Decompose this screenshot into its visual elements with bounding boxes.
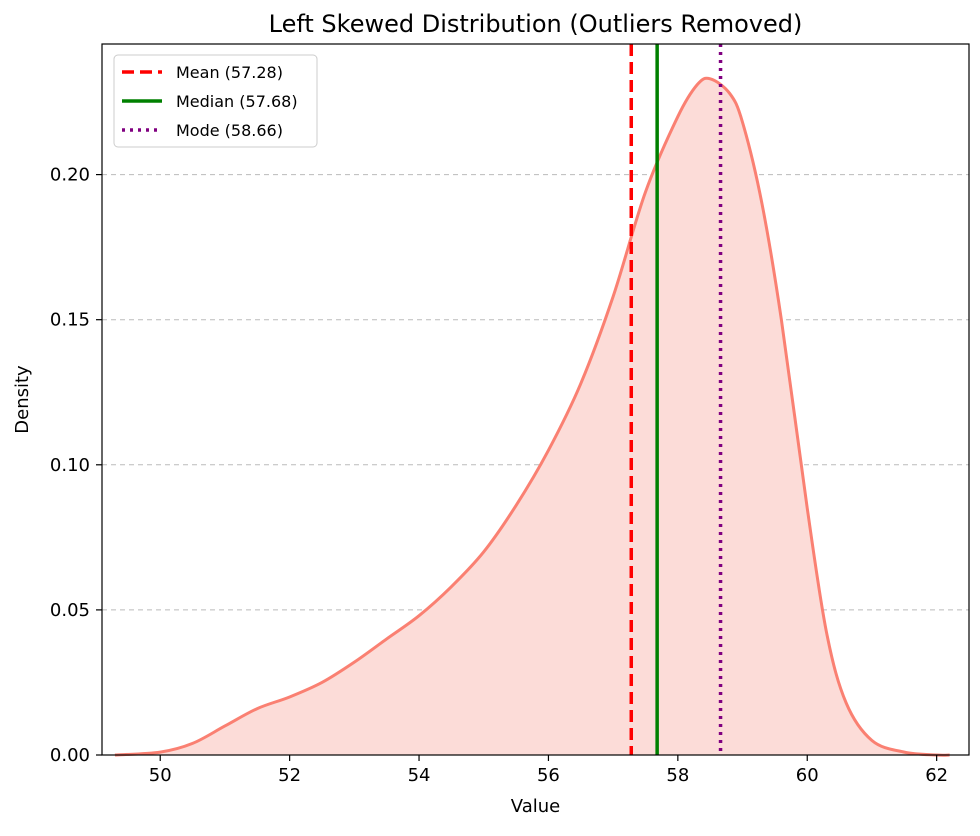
vline-layer — [629, 44, 723, 755]
legend-label-1: Median (57.68) — [176, 92, 298, 111]
x-tick-label-5: 60 — [796, 765, 819, 786]
x-tick-label-0: 50 — [149, 765, 172, 786]
chart-title: Left Skewed Distribution (Outliers Remov… — [269, 10, 803, 38]
x-tick-label-4: 58 — [666, 765, 689, 786]
y-axis-label: Density — [12, 365, 33, 434]
x-tick-label-3: 56 — [537, 765, 560, 786]
legend-box — [113, 54, 318, 148]
area-layer — [114, 76, 950, 757]
y-tick-label-0: 0.00 — [50, 745, 90, 766]
y-tick-label-4: 0.20 — [50, 165, 90, 186]
legend: Mean (57.28) Median (57.68) Mode (58.66) — [113, 54, 318, 148]
legend-label-0: Mean (57.28) — [176, 63, 283, 82]
y-tick-label-1: 0.05 — [50, 600, 90, 621]
y-tick-label-2: 0.10 — [50, 455, 90, 476]
tick-layer: 50 52 54 56 58 60 62 0.00 0.05 0.10 0.15 0.20 — [50, 165, 948, 786]
x-tick-label-6: 62 — [925, 765, 948, 786]
legend-label-2: Mode (58.66) — [176, 121, 283, 140]
x-tick-label-2: 54 — [408, 765, 431, 786]
x-tick-label-1: 52 — [278, 765, 301, 786]
plot-frame — [101, 43, 970, 756]
density-line-0 — [114, 76, 950, 757]
density-fill-0 — [114, 78, 950, 756]
x-axis-label: Value — [511, 796, 560, 817]
y-tick-label-3: 0.15 — [50, 310, 90, 331]
